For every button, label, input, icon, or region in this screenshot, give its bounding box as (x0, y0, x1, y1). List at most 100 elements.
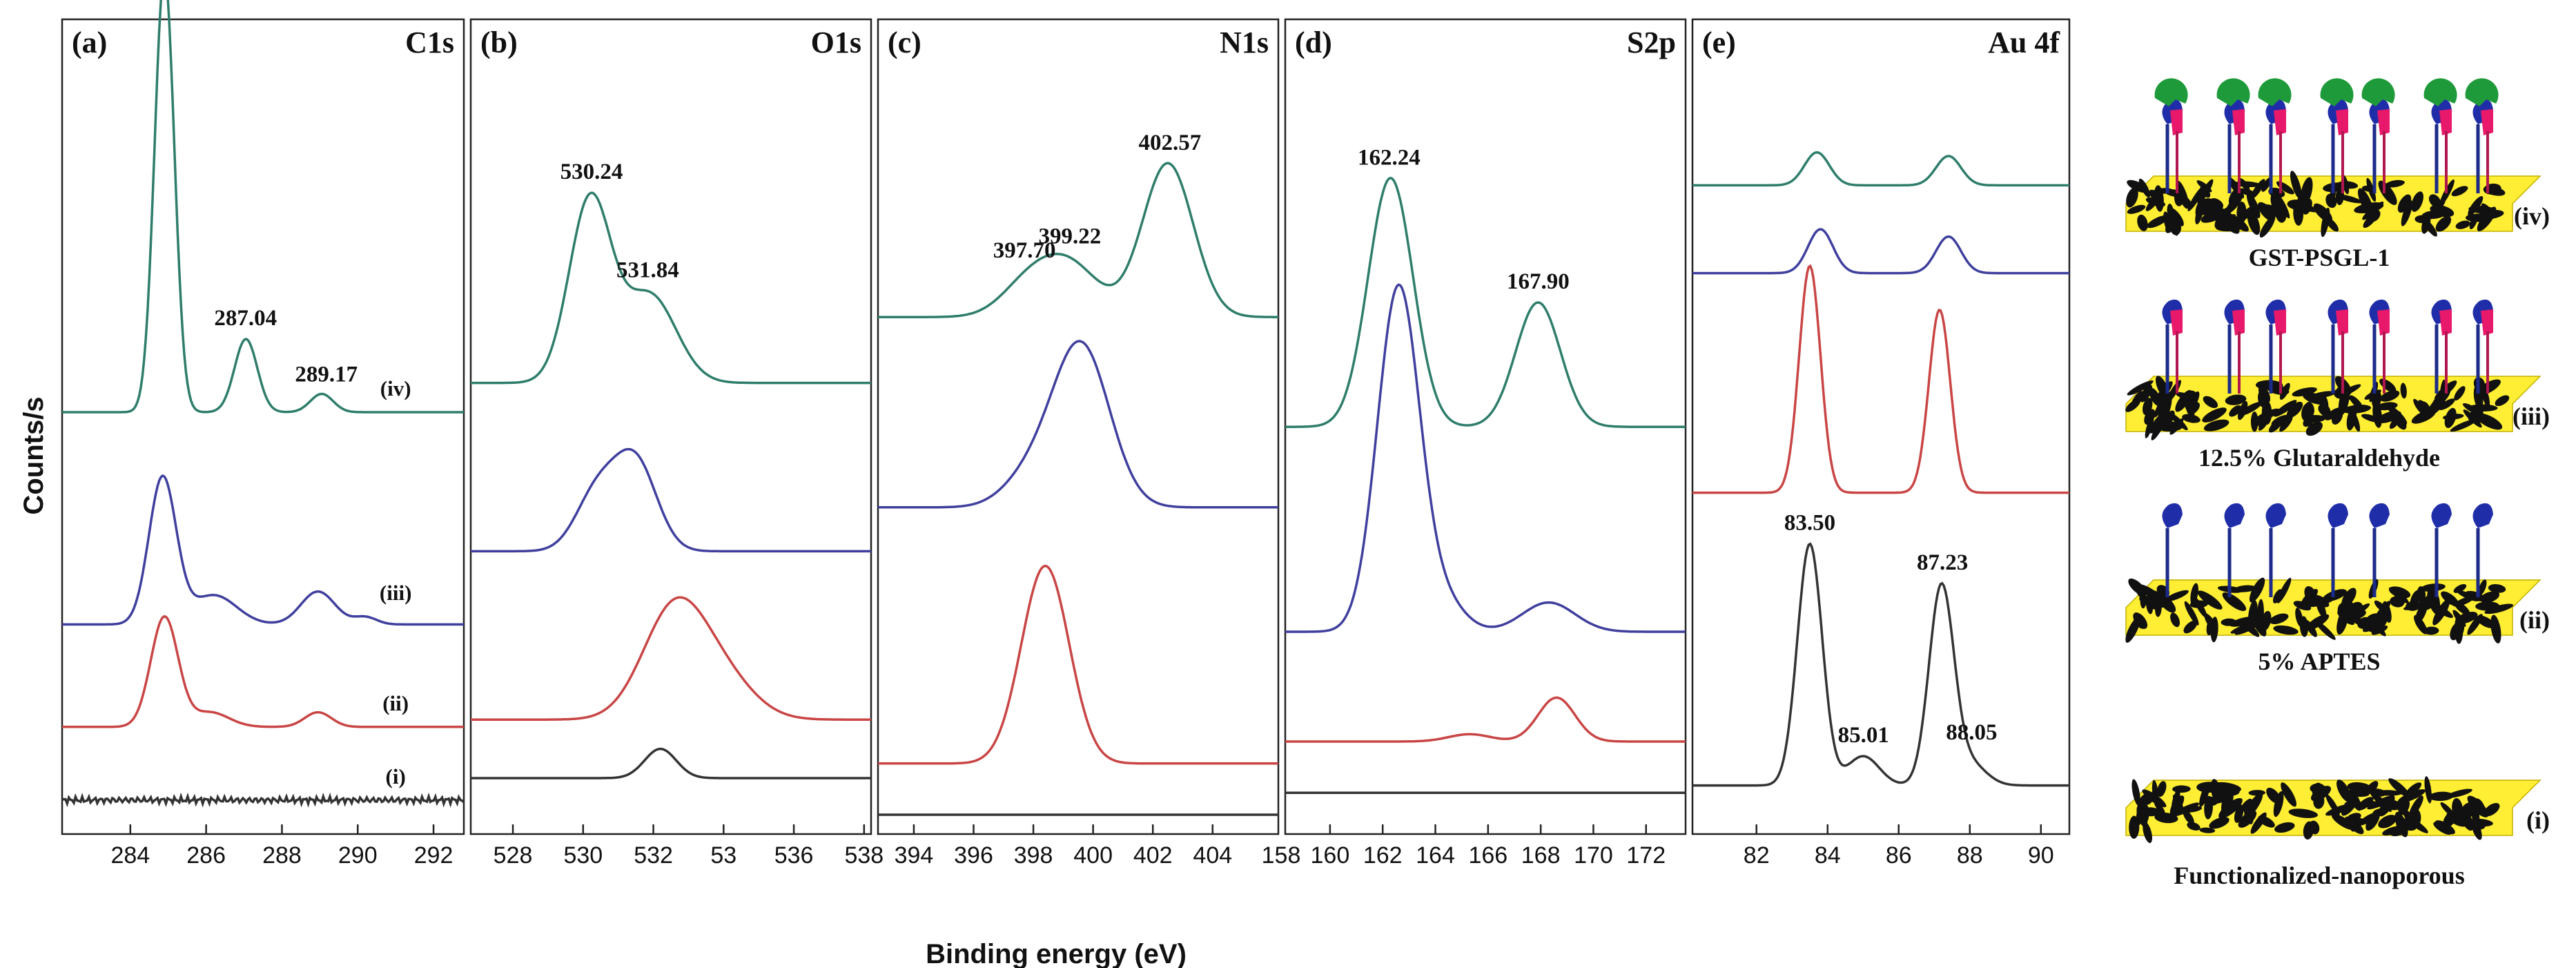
pore-texture (2336, 194, 2363, 204)
schematic-stage-i: (i) Functionalized-nanoporous (2125, 776, 2550, 889)
pore-texture (2411, 191, 2424, 212)
pore-texture (2299, 616, 2309, 637)
panel-s2p: 160 162 164 166 168 170 172 (d) S2p 162.24 167.90 (1284, 18, 1687, 869)
series-line-ii (1692, 264, 2069, 494)
peak-annotation: 83.50 (1784, 511, 1835, 536)
series-line-iii (1692, 228, 2069, 275)
peak-annotation: 397.70 (993, 238, 1056, 263)
series-label: (i) (386, 764, 406, 788)
pore-texture (2214, 206, 2232, 229)
pore-texture (2476, 615, 2495, 628)
pore-texture (2234, 585, 2256, 592)
protein-cap (2465, 78, 2499, 106)
pore-texture (2175, 389, 2192, 412)
pore-texture (2451, 186, 2468, 197)
panel-frame (469, 18, 872, 835)
series-label: (iii) (380, 581, 412, 605)
pore-texture (2365, 811, 2381, 831)
pore-texture (2261, 177, 2272, 192)
pore-texture (2125, 617, 2140, 643)
aptes-head (2265, 503, 2286, 528)
series-line-iii (62, 474, 464, 626)
glutaraldehyde-linker (2481, 309, 2493, 336)
pore-texture (2342, 405, 2372, 414)
pore-texture (2190, 583, 2198, 605)
pore-texture (2165, 189, 2186, 197)
x-tick-label: 158 (1262, 842, 1301, 869)
pore-texture (2157, 781, 2167, 797)
protein-cap (2154, 78, 2188, 106)
series-line-iv (878, 162, 1278, 318)
panel-frame (61, 18, 465, 835)
pore-texture (2313, 793, 2325, 809)
panel-letter: (a) (72, 26, 107, 59)
pore-texture (2378, 815, 2397, 829)
x-tick-label: 84 (1815, 842, 1841, 869)
pore-texture (2363, 212, 2378, 229)
series-label: (ii) (382, 691, 409, 715)
pore-texture (2183, 810, 2194, 824)
peak-annotation: 87.23 (1917, 550, 1968, 575)
pore-texture (2304, 585, 2316, 603)
pore-texture (2417, 585, 2426, 604)
pore-texture (2127, 380, 2154, 396)
series-line-ii (62, 614, 464, 728)
pore-texture (2250, 608, 2267, 637)
series-line-i (1692, 542, 2069, 787)
pore-texture (2258, 815, 2275, 828)
series-line-iv (471, 191, 871, 385)
pore-texture (2442, 414, 2464, 420)
pore-texture (2129, 815, 2140, 839)
pore-texture (2137, 214, 2148, 231)
pore-texture (2300, 177, 2313, 206)
pore-texture (2421, 214, 2431, 234)
panel-title: O1s (811, 26, 861, 59)
pore-texture (2450, 419, 2477, 432)
pore-texture (2397, 194, 2412, 213)
pore-texture (2273, 625, 2299, 635)
stage-caption: Functionalized-nanoporous (2174, 862, 2464, 889)
pore-texture (2423, 626, 2439, 635)
series-line-i (471, 747, 871, 780)
x-tick-label: 400 (1073, 842, 1113, 869)
x-tick-label: 284 (110, 842, 150, 869)
x-tick-label: 394 (895, 842, 934, 869)
pore-texture (2440, 802, 2455, 817)
series-line-iii (471, 447, 871, 553)
x-tick-label: 162 (1363, 842, 1403, 869)
pore-texture (2199, 827, 2216, 833)
glutaraldehyde-linker (2439, 109, 2452, 135)
panel-letter: (c) (888, 26, 921, 59)
panel-frame (1691, 18, 2071, 835)
pore-texture (2172, 802, 2200, 817)
series-line-ii (471, 596, 871, 721)
pore-texture (2187, 822, 2201, 831)
pore-texture (2149, 412, 2167, 434)
x-tick-label: 168 (1521, 842, 1561, 869)
pore-texture (2439, 398, 2455, 411)
pore-texture (2457, 590, 2479, 601)
pore-texture (2290, 171, 2302, 200)
pore-texture (2128, 578, 2146, 596)
stage-roman-label: (iii) (2512, 403, 2550, 430)
pore-texture (2199, 202, 2217, 215)
pore-texture (2477, 210, 2504, 220)
pore-texture (2203, 396, 2218, 409)
x-tick-label: 90 (2028, 842, 2054, 869)
pore-texture (2279, 383, 2290, 400)
stage-caption: GST-PSGL-1 (2249, 244, 2390, 271)
panel-title: S2p (1627, 26, 1676, 59)
peak-annotation: 162.24 (1358, 146, 1421, 171)
pore-texture (2163, 211, 2172, 233)
pore-texture (2441, 591, 2459, 606)
pore-texture (2365, 781, 2379, 795)
pore-texture (2388, 587, 2409, 604)
pore-texture (2312, 391, 2336, 398)
pore-texture (2434, 820, 2455, 835)
pore-texture (2435, 216, 2452, 232)
pore-texture (2270, 191, 2285, 220)
pore-texture (2140, 804, 2149, 825)
series-line-iii (878, 340, 1278, 509)
pore-texture (2126, 187, 2138, 208)
